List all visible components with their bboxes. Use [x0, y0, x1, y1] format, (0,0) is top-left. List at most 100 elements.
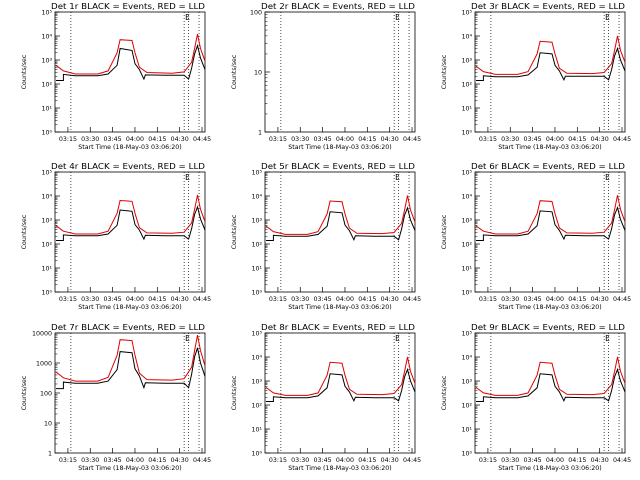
events-series-line [56, 43, 206, 81]
x-tick-label: 04:00 [546, 296, 564, 303]
x-tick-label: 03:15 [269, 457, 287, 464]
lld-series-line [475, 35, 626, 75]
y-tick-label: 10¹ [461, 266, 472, 273]
y-tick-label: 10² [41, 82, 52, 89]
x-tick-label: 04:30 [591, 457, 609, 464]
plot-frame [474, 11, 626, 133]
x-tick-label: 03:45 [314, 136, 332, 143]
panel-title: Det 1r BLACK = Events, RED = LLD [51, 2, 205, 11]
x-tick-label: 04:15 [148, 457, 166, 464]
y-tick-label: 10⁴ [251, 194, 262, 201]
x-tick-label: 04:45 [613, 457, 631, 464]
y-tick-label: 10⁵ [251, 331, 262, 338]
plot-frame [264, 171, 416, 293]
x-tick-label: 04:45 [613, 136, 631, 143]
y-tick-label: 10² [461, 82, 472, 89]
x-tick-label: 03:30 [81, 457, 99, 464]
y-tick-label: 10³ [251, 379, 262, 386]
y-tick-label: 10³ [461, 379, 472, 386]
x-tick-label: 04:45 [613, 296, 631, 303]
y-axis-label: Counts/sec [21, 375, 28, 410]
detector-panel: Det 7r BLACK = Events, RED = LLD E 1 10 100 1… [21, 323, 211, 472]
y-tick-label: 10² [251, 403, 262, 410]
x-tick-label: 03:45 [104, 136, 122, 143]
y-tick-label: 100 [250, 10, 262, 17]
lld-series-line [55, 194, 206, 235]
y-tick-label: 1000 [36, 361, 52, 368]
x-tick-label: 03:30 [291, 136, 309, 143]
lld-series-line [55, 33, 206, 75]
legend-marker: E [395, 13, 400, 22]
events-series-line [266, 206, 416, 242]
x-tick-label: 04:30 [171, 457, 189, 464]
y-axis-label: Counts/sec [231, 375, 238, 410]
y-tick-label: 10⁰ [41, 290, 52, 297]
x-tick-label: 03:45 [524, 457, 542, 464]
legend-marker: E [185, 173, 190, 182]
x-tick-label: 04:00 [126, 457, 144, 464]
y-tick-label: 100 [40, 391, 52, 398]
x-tick-label: 03:45 [524, 296, 542, 303]
panel-title: Det 9r BLACK = Events, RED = LLD [471, 323, 625, 332]
detector-panel: Det 3r BLACK = Events, RED = LLD E 10⁰ 10¹ 1… [441, 2, 631, 151]
y-tick-label: 10⁵ [41, 170, 52, 177]
x-tick-label: 04:30 [171, 296, 189, 303]
events-series-line [476, 205, 626, 241]
plot-frame [54, 11, 206, 133]
y-tick-label: 10⁰ [41, 130, 52, 137]
y-tick-label: 10⁵ [41, 10, 52, 17]
panel-title: Det 2r BLACK = Events, RED = LLD [261, 2, 415, 11]
x-tick-label: 03:30 [501, 457, 519, 464]
x-tick-label: 04:00 [336, 457, 354, 464]
y-tick-label: 10⁵ [461, 170, 472, 177]
y-tick-label: 10³ [461, 218, 472, 225]
x-tick-label: 03:30 [291, 296, 309, 303]
detector-panel: Det 6r BLACK = Events, RED = LLD E 10⁰ 10¹ 1… [441, 162, 631, 311]
x-tick-label: 03:15 [269, 136, 287, 143]
detector-panel: Det 5r BLACK = Events, RED = LLD E 10⁰ 10¹ 1… [231, 162, 421, 311]
y-tick-label: 10¹ [41, 266, 52, 273]
y-tick-label: 10² [461, 242, 472, 249]
legend-marker: E [395, 334, 400, 343]
lld-series-line [265, 195, 416, 235]
panel-title: Det 7r BLACK = Events, RED = LLD [51, 323, 205, 332]
x-tick-label: 04:00 [546, 136, 564, 143]
x-axis-label: Start Time (18-May-03 03:06:20) [78, 465, 181, 472]
y-tick-label: 10000 [32, 331, 52, 338]
y-tick-label: 10 [44, 421, 52, 428]
detector-panel: Det 2r BLACK = Events, RED = LLD E 1 10 100 0… [231, 2, 421, 151]
plot-frame [264, 332, 416, 454]
events-series-line [266, 367, 416, 402]
y-tick-label: 10¹ [251, 266, 262, 273]
x-tick-label: 04:00 [546, 457, 564, 464]
y-tick-label: 10⁰ [461, 451, 472, 458]
y-tick-label: 10⁴ [41, 34, 52, 41]
legend-marker: E [185, 13, 190, 22]
panel-title: Det 4r BLACK = Events, RED = LLD [51, 162, 205, 171]
lld-series-line [55, 335, 206, 382]
x-tick-label: 03:30 [291, 457, 309, 464]
x-tick-label: 04:15 [568, 296, 586, 303]
events-series-line [476, 46, 626, 81]
y-tick-label: 10 [254, 70, 262, 77]
y-tick-label: 10³ [251, 218, 262, 225]
x-tick-label: 03:15 [479, 296, 497, 303]
y-axis-label: Counts/sec [21, 214, 28, 249]
panel-title: Det 6r BLACK = Events, RED = LLD [471, 162, 625, 171]
x-tick-label: 04:15 [358, 136, 376, 143]
plot-frame [264, 11, 416, 133]
x-tick-label: 03:15 [479, 136, 497, 143]
y-tick-label: 10¹ [461, 427, 472, 434]
events-series-line [56, 347, 206, 390]
plot-frame [474, 171, 626, 293]
x-tick-label: 04:45 [403, 457, 421, 464]
y-tick-label: 10⁰ [251, 451, 262, 458]
x-tick-label: 04:15 [568, 457, 586, 464]
y-tick-label: 10³ [461, 58, 472, 65]
y-tick-label: 10² [41, 242, 52, 249]
x-tick-label: 03:15 [59, 136, 77, 143]
x-tick-label: 04:30 [381, 136, 399, 143]
panel-title: Det 8r BLACK = Events, RED = LLD [261, 323, 415, 332]
detector-panel: Det 4r BLACK = Events, RED = LLD E 10⁰ 10¹ 1… [21, 162, 211, 311]
